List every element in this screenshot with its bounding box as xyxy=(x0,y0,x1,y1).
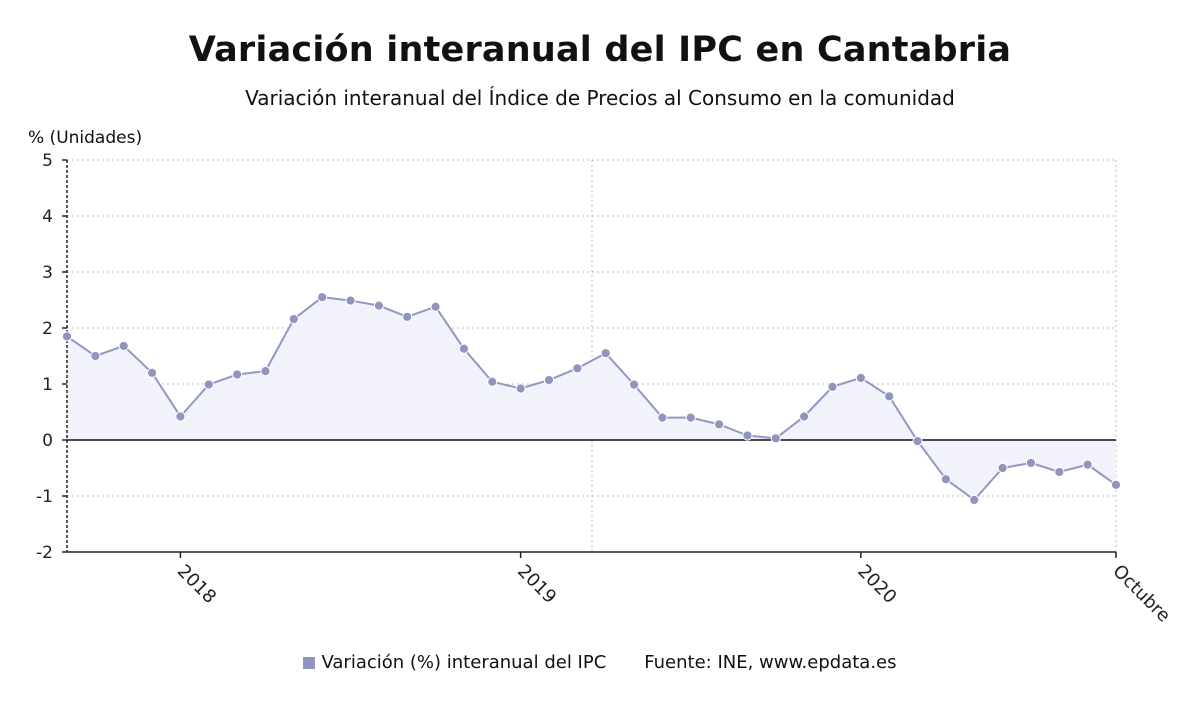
y-tick-label: -2 xyxy=(36,543,53,563)
x-tick-label: 2020 xyxy=(853,561,900,608)
area-fill xyxy=(67,297,1116,500)
data-point xyxy=(628,379,640,390)
data-point xyxy=(997,462,1008,474)
data-point xyxy=(657,412,668,423)
data-point xyxy=(713,419,725,430)
grid-lines xyxy=(67,159,1117,552)
data-point xyxy=(260,366,271,377)
data-point xyxy=(572,363,583,374)
data-point xyxy=(458,343,470,354)
data-point xyxy=(203,379,214,390)
y-tick-label: 1 xyxy=(42,375,53,395)
y-tick-label: 5 xyxy=(42,151,53,171)
data-point xyxy=(90,350,101,362)
area-path xyxy=(67,297,1116,500)
data-point xyxy=(742,430,753,441)
x-tick-label: 2019 xyxy=(513,561,560,608)
axes xyxy=(62,159,1117,558)
data-point xyxy=(317,292,328,303)
data-point xyxy=(1054,466,1065,478)
data-point xyxy=(799,411,810,422)
series-points xyxy=(61,292,1122,506)
data-point xyxy=(487,376,498,387)
chart-footer: Variación (%) interanual del IPC Fuente: … xyxy=(0,652,1200,673)
data-point xyxy=(1025,457,1037,469)
source-text: Fuente: INE, www.epdata.es xyxy=(644,652,897,673)
data-point xyxy=(770,433,781,444)
data-point xyxy=(175,411,186,422)
y-tick-label: 4 xyxy=(42,207,53,227)
data-point xyxy=(912,436,923,447)
data-point xyxy=(1110,479,1122,490)
data-point xyxy=(61,331,73,342)
data-point xyxy=(543,374,555,386)
legend-label: Variación (%) interanual del IPC xyxy=(321,652,607,673)
chart-title: Variación interanual del IPC en Cantabri… xyxy=(188,30,1012,70)
chart-subtitle: Variación interanual del Índice de Preci… xyxy=(245,86,955,110)
data-point xyxy=(515,383,526,394)
data-point xyxy=(288,313,299,325)
y-tick-label: 2 xyxy=(42,319,53,339)
data-point xyxy=(855,372,866,383)
data-point xyxy=(146,367,158,378)
y-tick-label: 3 xyxy=(42,263,53,283)
y-tick-label: 0 xyxy=(42,431,53,451)
data-point xyxy=(345,295,356,306)
data-point xyxy=(1082,459,1093,470)
x-tick-label: Octubre xyxy=(1108,561,1174,627)
data-point xyxy=(600,348,611,359)
data-point xyxy=(373,300,384,311)
data-point xyxy=(232,369,243,380)
y-axis-label: % (Unidades) xyxy=(28,128,142,148)
data-point xyxy=(685,412,696,423)
data-point xyxy=(118,340,129,352)
y-tick-label: -1 xyxy=(36,487,53,507)
x-tick-label: 2018 xyxy=(173,561,220,608)
legend-swatch xyxy=(303,657,316,669)
data-point xyxy=(430,301,441,312)
data-point xyxy=(940,474,951,485)
data-point xyxy=(884,391,895,402)
data-point xyxy=(969,494,980,506)
data-point xyxy=(827,381,838,392)
data-point xyxy=(402,311,413,322)
